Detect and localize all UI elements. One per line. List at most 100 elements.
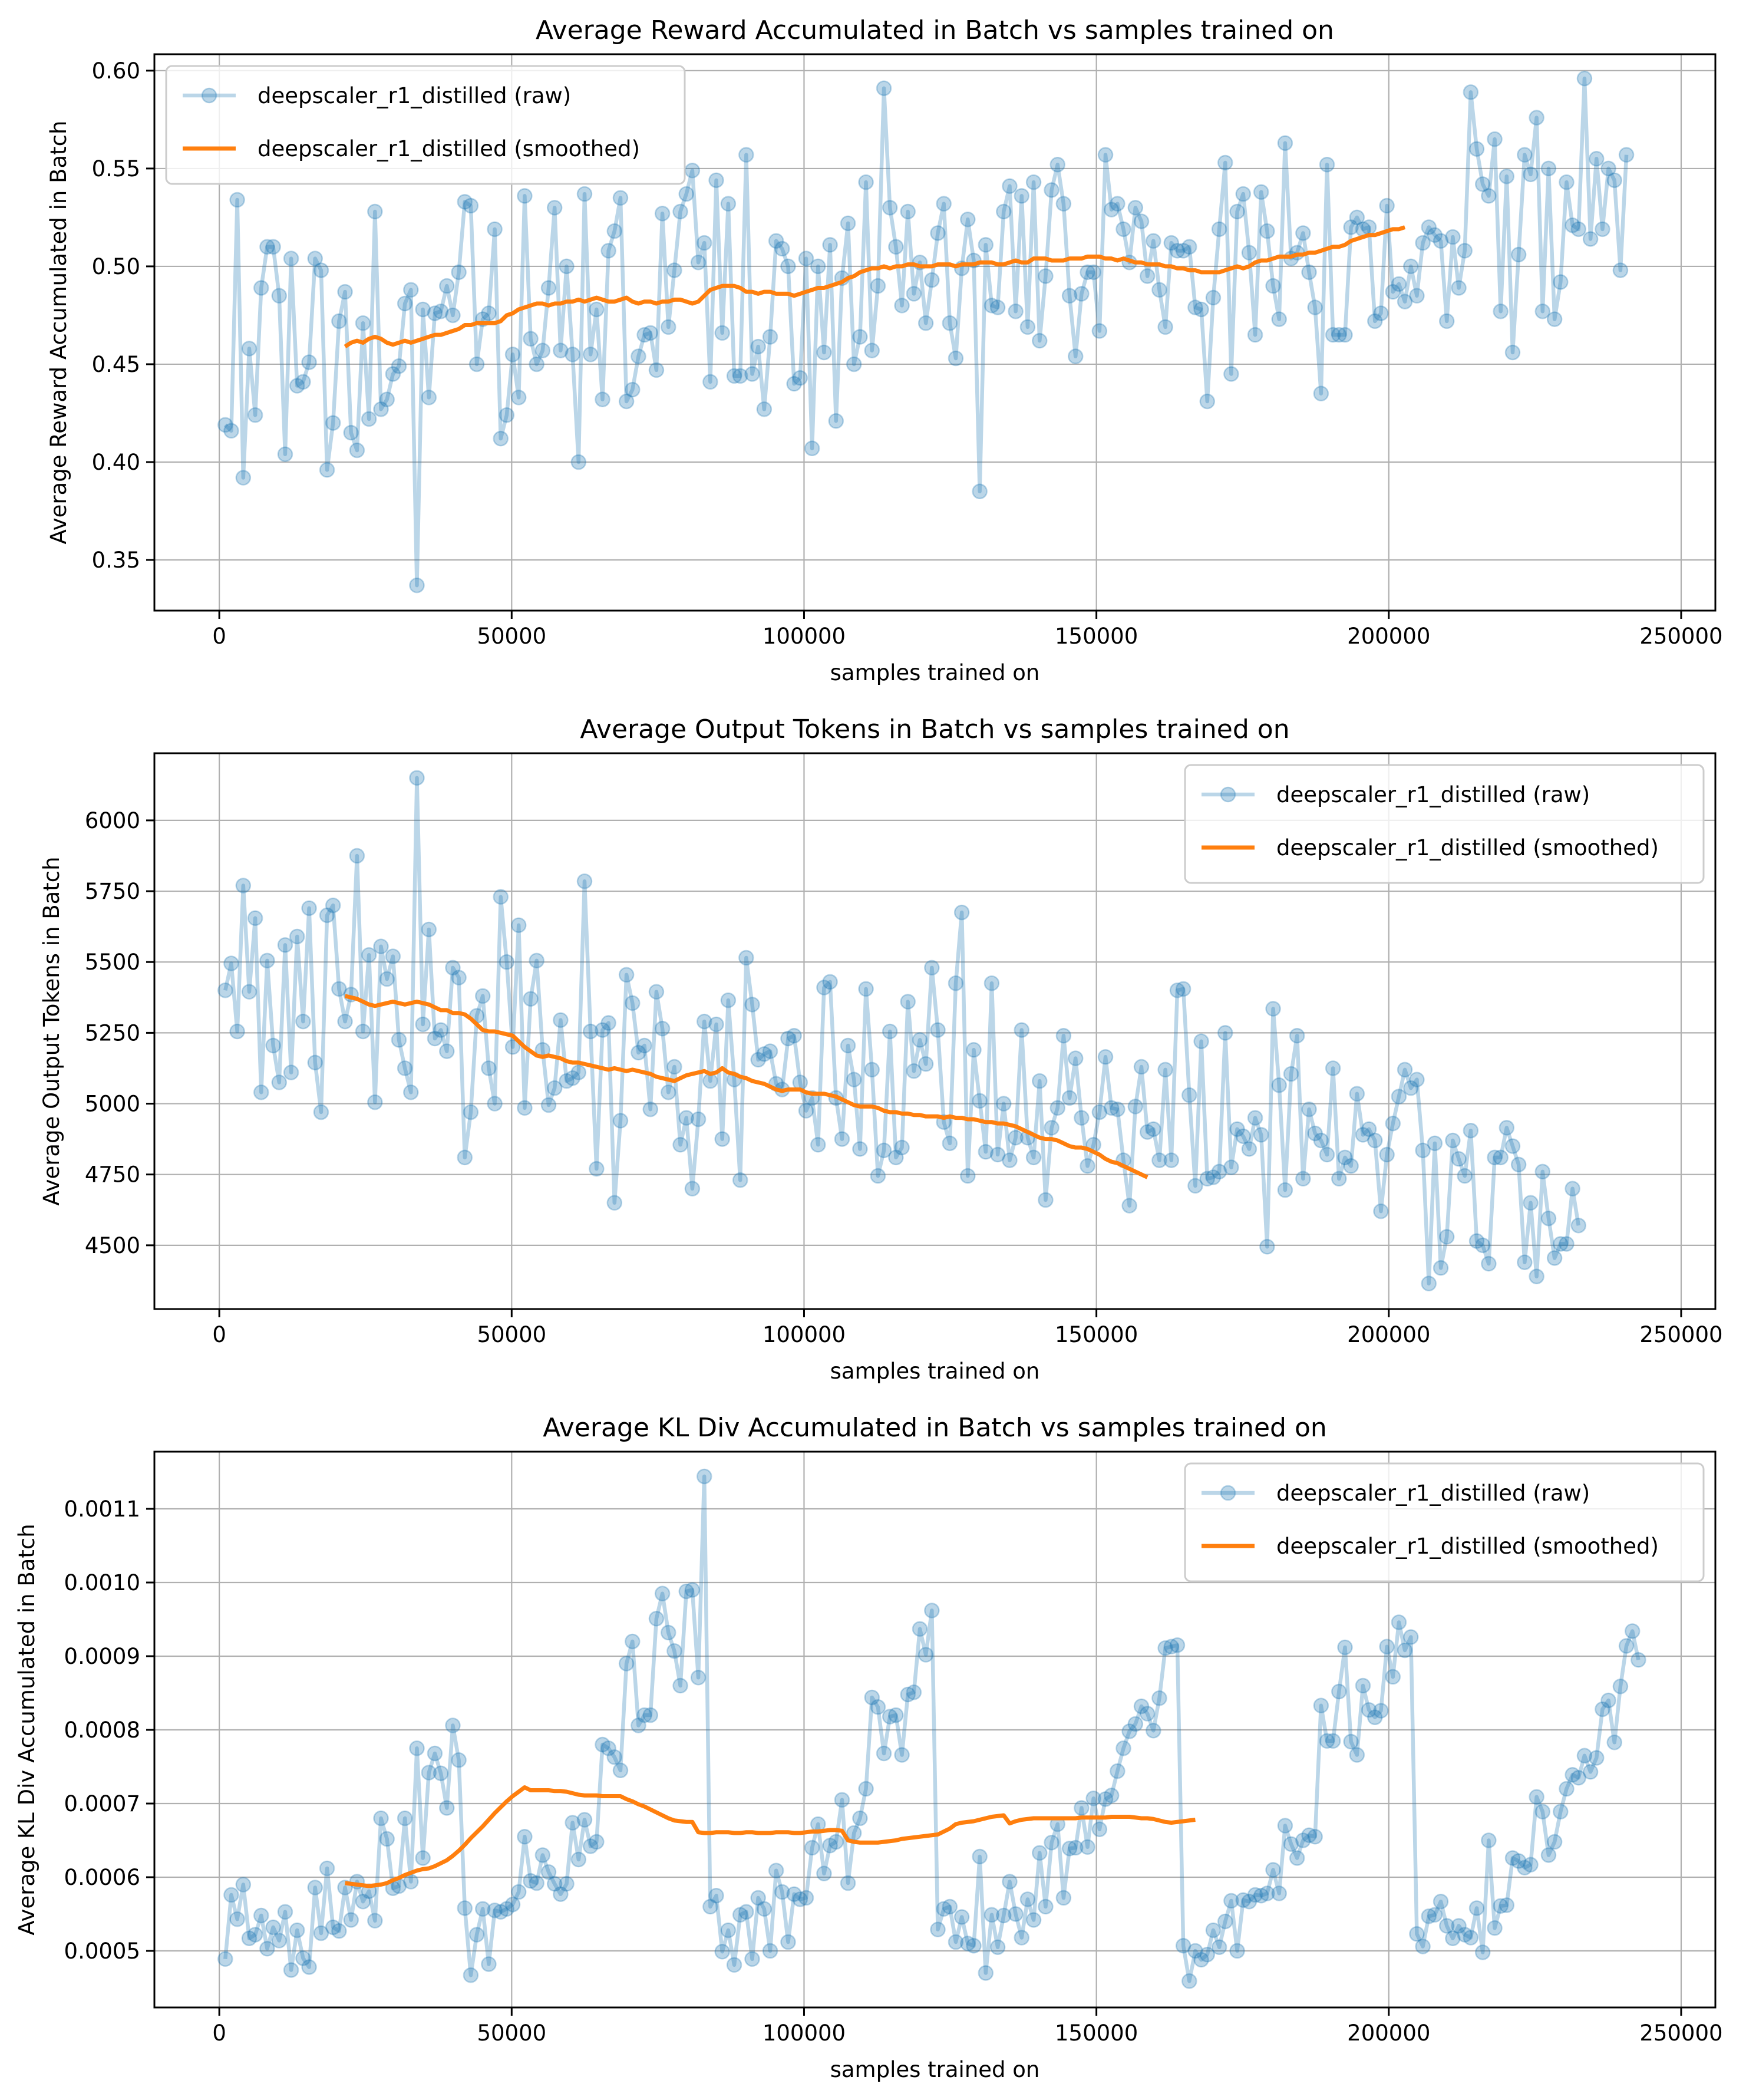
x-tick-label: 200000 xyxy=(1347,624,1430,649)
raw-data-point xyxy=(1019,319,1036,335)
raw-data-point xyxy=(553,342,569,358)
raw-data-point xyxy=(1595,221,1610,238)
raw-data-point xyxy=(1157,1640,1173,1656)
raw-data-point xyxy=(463,1967,479,1983)
raw-data-point xyxy=(1169,983,1186,998)
raw-data-point xyxy=(1427,227,1443,243)
raw-data-point xyxy=(1175,981,1191,997)
raw-data-point xyxy=(1337,1149,1353,1166)
raw-data-point xyxy=(307,250,323,266)
raw-data-point xyxy=(1259,1885,1275,1901)
raw-data-point xyxy=(1487,131,1503,147)
raw-data-point xyxy=(283,250,299,266)
raw-data-point xyxy=(1146,233,1161,249)
raw-data-point xyxy=(1187,1943,1203,1959)
raw-data-point xyxy=(1241,245,1257,261)
raw-data-point xyxy=(786,1886,802,1902)
raw-data-point xyxy=(732,1172,748,1188)
raw-data-point xyxy=(983,1907,1000,1923)
raw-data-point xyxy=(1493,1898,1509,1914)
raw-data-point xyxy=(1008,1906,1024,1922)
raw-data-point xyxy=(1367,313,1383,329)
raw-data-point xyxy=(1534,1163,1551,1180)
raw-data-point xyxy=(1529,1268,1544,1284)
raw-data-point xyxy=(451,1752,467,1768)
raw-data-point xyxy=(385,948,401,964)
raw-data-point xyxy=(1127,200,1144,216)
raw-data-point xyxy=(804,1839,820,1856)
raw-data-point xyxy=(1265,1001,1281,1017)
raw-data-point xyxy=(1546,1250,1563,1266)
raw-data-point xyxy=(313,1925,329,1941)
raw-data-point xyxy=(917,315,934,331)
raw-data-point xyxy=(481,1060,497,1076)
raw-data-point xyxy=(331,981,347,997)
raw-data-point xyxy=(876,80,892,97)
raw-data-point xyxy=(283,1064,299,1080)
raw-data-point xyxy=(289,1922,305,1939)
raw-data-point xyxy=(1091,1104,1108,1120)
raw-data-point xyxy=(972,1093,988,1109)
raw-data-point xyxy=(1391,276,1407,292)
raw-data-point xyxy=(714,325,730,341)
raw-data-point xyxy=(373,938,389,955)
raw-data-point xyxy=(816,980,832,995)
raw-data-point xyxy=(1576,1748,1593,1763)
raw-data-point xyxy=(565,1070,580,1086)
raw-data-point xyxy=(600,1015,616,1031)
raw-data-point xyxy=(576,1812,593,1828)
raw-data-point xyxy=(1385,1115,1401,1132)
x-tick-label: 150000 xyxy=(1055,624,1138,649)
raw-data-point xyxy=(917,1647,934,1663)
raw-data-point xyxy=(271,288,288,304)
raw-data-point xyxy=(1565,1767,1580,1783)
x-tick-label: 250000 xyxy=(1639,624,1722,649)
raw-data-point xyxy=(1229,1121,1245,1138)
raw-data-point xyxy=(1265,1862,1281,1878)
raw-data-point xyxy=(1565,217,1580,233)
raw-data-point xyxy=(1403,1080,1419,1096)
raw-data-point xyxy=(1080,264,1095,281)
raw-data-point xyxy=(1110,1763,1126,1779)
raw-data-point xyxy=(852,1810,868,1827)
y-tick-label: 0.0008 xyxy=(64,1717,140,1743)
y-tick-label: 4750 xyxy=(85,1162,140,1188)
raw-data-point xyxy=(1481,1832,1497,1848)
x-tick-label: 50000 xyxy=(477,2020,546,2046)
raw-data-point xyxy=(367,1913,383,1928)
raw-data-point xyxy=(468,356,485,372)
raw-data-point xyxy=(445,1717,461,1733)
raw-data-point xyxy=(822,974,838,990)
raw-data-point xyxy=(433,304,449,319)
raw-data-point xyxy=(924,960,940,976)
raw-data-point xyxy=(1253,1888,1269,1904)
raw-data-point xyxy=(1014,1022,1030,1038)
raw-data-point xyxy=(702,1898,718,1915)
legend-label-smoothed: deepscaler_r1_distilled (smoothed) xyxy=(258,136,640,161)
x-tick-label: 200000 xyxy=(1347,2020,1430,2046)
raw-data-point xyxy=(1349,209,1365,226)
raw-data-point xyxy=(1002,1152,1018,1168)
raw-data-point xyxy=(660,1084,676,1100)
raw-data-point xyxy=(1049,1100,1065,1116)
raw-data-point xyxy=(672,1136,688,1153)
raw-data-point xyxy=(1517,1860,1533,1875)
raw-data-point xyxy=(397,1060,413,1076)
raw-data-point xyxy=(1277,1182,1293,1198)
raw-data-point xyxy=(870,1168,886,1184)
raw-data-point xyxy=(792,1891,808,1907)
raw-data-point xyxy=(595,1736,610,1753)
raw-data-point xyxy=(553,1886,569,1902)
raw-data-point xyxy=(1529,1789,1544,1805)
raw-data-point xyxy=(1265,278,1281,294)
raw-data-point xyxy=(277,1904,293,1920)
raw-data-point xyxy=(750,1890,766,1906)
raw-data-point xyxy=(1523,1195,1539,1211)
axes-frame xyxy=(153,53,1717,612)
raw-data-point xyxy=(744,997,760,1013)
raw-data-point xyxy=(882,1709,898,1725)
raw-data-point xyxy=(864,1061,880,1078)
raw-data-point xyxy=(1217,1025,1233,1041)
raw-data-point xyxy=(1397,1061,1413,1078)
